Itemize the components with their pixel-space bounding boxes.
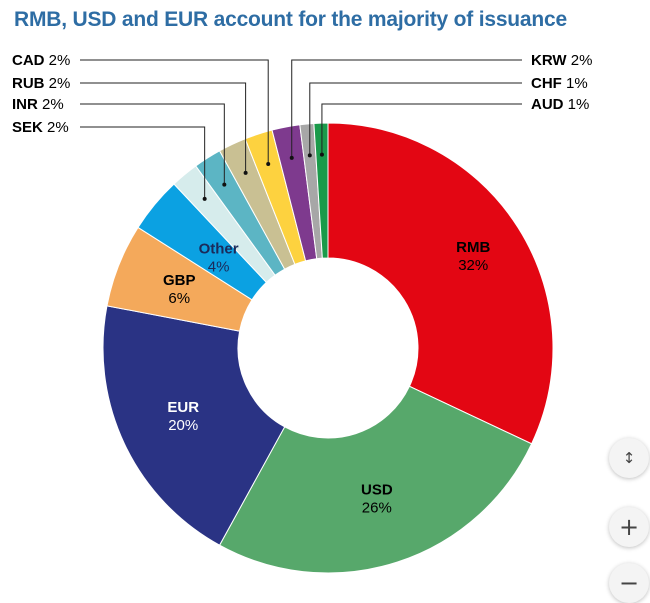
slice-usd xyxy=(218,385,533,574)
slice-label-cad: CAD 2% xyxy=(12,52,70,69)
leader-line-krw xyxy=(291,59,522,158)
leader-dot-sek xyxy=(202,196,207,201)
zoom-in-icon: + xyxy=(618,513,640,541)
leader-line-chf xyxy=(309,82,522,156)
exit-fullscreen-button[interactable]: ↕ xyxy=(609,438,649,478)
leader-line-rub xyxy=(80,82,247,173)
slice-value-rmb: 32% xyxy=(458,257,488,274)
slice-value-other: 4% xyxy=(208,258,230,275)
slice-label-other: Other xyxy=(199,240,239,257)
leader-dot-krw xyxy=(289,155,294,160)
leader-line-sek xyxy=(80,126,206,199)
slice-label-aud: AUD 1% xyxy=(531,96,589,113)
slice-label-krw: KRW 2% xyxy=(531,52,592,69)
leader-line-aud xyxy=(321,103,522,155)
slice-label-sek: SEK 2% xyxy=(12,119,69,136)
leader-dot-aud xyxy=(319,152,324,157)
slice-label-rub: RUB 2% xyxy=(12,75,70,92)
slice-label-gbp: GBP xyxy=(163,272,196,289)
donut-slices xyxy=(102,122,554,574)
zoom-out-icon: − xyxy=(618,569,640,597)
slice-value-gbp: 6% xyxy=(168,290,190,307)
leader-dot-chf xyxy=(307,153,312,158)
slice-value-usd: 26% xyxy=(362,499,392,516)
slice-label-inr: INR 2% xyxy=(12,96,64,113)
chart-title: RMB, USD and EUR account for the majorit… xyxy=(14,8,567,31)
slice-label-chf: CHF 1% xyxy=(531,75,588,92)
leader-line-inr xyxy=(80,103,225,185)
slice-value-eur: 20% xyxy=(168,417,198,434)
slice-label-rmb: RMB xyxy=(456,239,490,256)
slice-label-usd: USD xyxy=(361,481,393,498)
zoom-in-button[interactable]: + xyxy=(609,507,649,547)
slice-label-eur: EUR xyxy=(167,399,199,416)
leader-dot-inr xyxy=(222,182,227,187)
slice-rmb xyxy=(327,122,554,445)
slice-eur xyxy=(102,305,286,546)
leader-line-cad xyxy=(80,59,269,164)
zoom-out-button[interactable]: − xyxy=(609,563,649,603)
exit-fullscreen-icon: ↕ xyxy=(622,449,636,467)
leader-dot-cad xyxy=(266,161,271,166)
leader-lines xyxy=(80,59,522,201)
leader-dot-rub xyxy=(243,170,248,175)
slice-aud xyxy=(313,122,329,259)
